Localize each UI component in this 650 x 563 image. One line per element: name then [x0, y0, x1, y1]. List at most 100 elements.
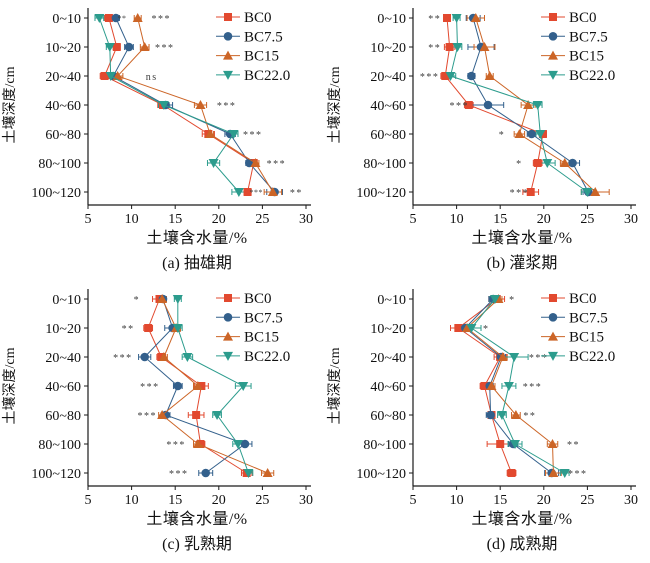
data-point-marker [112, 71, 123, 80]
data-point-marker [224, 13, 232, 21]
x-tick-label: 5 [410, 493, 417, 505]
significance-labels: ******ns**************** [118, 14, 302, 199]
data-point-marker [240, 439, 250, 449]
legend-item: BC22.0 [541, 349, 615, 365]
data-point-marker [100, 72, 109, 80]
subplot-caption: (c) 乳熟期 [162, 536, 232, 553]
y-axis-title: 土壤深度/cm [1, 347, 18, 424]
x-tick-label: 20 [537, 493, 551, 505]
x-tick-label: 15 [493, 493, 507, 505]
y-tick-label: 60~80 [370, 128, 406, 143]
data-point-marker [157, 410, 168, 419]
data-point-marker [451, 14, 462, 23]
data-point-marker [480, 382, 489, 390]
data-point-marker [548, 468, 559, 477]
x-tick-label: 25 [255, 493, 269, 505]
subplot-d: 0~10 10~20 20~40 40~60 60~80 80~100 100~120 5 10… [325, 281, 650, 562]
x-tick-label: 10 [450, 493, 464, 505]
legend: BC0 BC7.5 BC15 BC22.0 [541, 10, 615, 84]
sig-label: ** [523, 411, 536, 422]
series-markers-BC15 [470, 13, 601, 196]
y-tick-label: 100~120 [31, 186, 81, 201]
x-tick-label: 15 [168, 493, 182, 505]
y-tick-label: 80~100 [38, 157, 81, 172]
data-point-marker [124, 42, 134, 52]
significance-labels: *************** [420, 14, 530, 199]
x-tick-label: 30 [299, 212, 313, 224]
data-point-marker [205, 129, 216, 138]
data-point-marker [535, 130, 546, 139]
data-point-marker [549, 13, 557, 21]
y-tick-label: 80~100 [363, 438, 406, 453]
data-point-marker [464, 101, 473, 109]
data-point-marker [223, 70, 233, 80]
sig-label: *** [169, 469, 189, 480]
data-point-marker [104, 43, 115, 52]
legend-label: BC0 [569, 10, 597, 26]
y-tick-label: 100~120 [356, 186, 406, 201]
sig-label: *** [166, 440, 186, 451]
x-tick-label: 30 [299, 493, 313, 505]
subplot-caption: (a) 抽雄期 [162, 255, 232, 272]
data-point-marker [157, 294, 168, 303]
data-point-marker [173, 381, 183, 391]
data-point-marker [548, 32, 558, 41]
data-point-marker [172, 324, 183, 333]
legend-item: BC15 [216, 49, 279, 65]
sig-label: * [499, 130, 506, 141]
data-point-marker [223, 313, 233, 322]
x-tick-label: 5 [410, 212, 417, 224]
y-tick-label: 40~60 [370, 99, 406, 114]
subplot-caption: (b) 灌浆期 [486, 255, 558, 272]
y-tick-label: 80~100 [363, 157, 406, 172]
data-point-marker [201, 468, 211, 478]
legend-item: BC7.5 [541, 310, 608, 326]
y-axis-title: 土壤深度/cm [326, 347, 343, 424]
data-point-marker [503, 382, 514, 391]
legend-label: BC7.5 [569, 29, 608, 45]
data-point-marker [182, 353, 193, 362]
data-point-marker [140, 352, 149, 362]
x-axis-title: 土壤含水量/% [146, 511, 248, 528]
legend-item: BC0 [216, 10, 272, 26]
y-tick-label: 40~60 [370, 380, 406, 395]
sig-label: * [134, 295, 141, 306]
data-point-marker [223, 50, 233, 60]
data-point-marker [223, 351, 233, 361]
sig-label: *** [510, 188, 530, 199]
y-tick-label: 40~60 [45, 380, 81, 395]
data-point-marker [105, 72, 116, 81]
data-point-marker [139, 42, 150, 51]
y-tick-label: 10~20 [370, 322, 406, 337]
legend-item: BC22.0 [216, 68, 290, 84]
x-tick-label: 30 [624, 493, 638, 505]
axes: 0~10 10~20 20~40 40~60 60~80 80~100 100~120 5 10… [326, 289, 638, 505]
y-tick-label: 10~20 [45, 41, 81, 56]
series-markers-BC22.0 [94, 14, 244, 197]
data-point-marker [233, 188, 244, 197]
subplot-c: 0~10 10~20 20~40 40~60 60~80 80~100 100~120 5 10… [0, 281, 325, 562]
series-markers-BC15 [462, 294, 559, 477]
legend-label: BC22.0 [569, 349, 615, 365]
legend-label: BC0 [569, 291, 597, 307]
data-point-marker [192, 381, 203, 390]
subplot-caption: (d) 成熟期 [486, 536, 558, 553]
legend-label: BC7.5 [244, 29, 283, 45]
sig-label-inline: *** [250, 188, 264, 197]
data-point-marker [559, 469, 570, 478]
legend-item: BC7.5 [216, 310, 283, 326]
data-point-marker [462, 323, 473, 332]
x-tick-label: 25 [580, 493, 594, 505]
data-point-marker [526, 188, 535, 196]
data-point-marker [192, 411, 201, 419]
x-tick-label: 30 [624, 212, 638, 224]
series-markers-BC7.5 [140, 294, 250, 478]
x-tick-label: 10 [125, 493, 139, 505]
series-markers-BC15 [112, 13, 278, 196]
legend-label: BC15 [244, 49, 279, 65]
data-point-marker [514, 129, 525, 138]
sig-label: ns [146, 72, 158, 83]
chart-canvas-b: 0~10 10~20 20~40 40~60 60~80 80~100 100~120 5 10… [326, 8, 638, 224]
legend-item: BC7.5 [216, 29, 283, 45]
